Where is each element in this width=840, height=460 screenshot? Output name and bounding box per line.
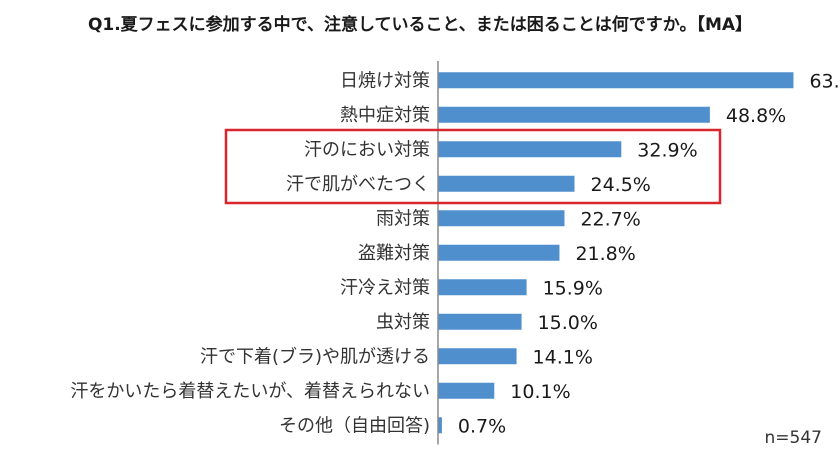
value-label: 15.9% <box>543 277 603 299</box>
value-label: 21.8% <box>575 243 635 265</box>
bar <box>438 106 710 123</box>
value-label: 24.5% <box>591 174 651 196</box>
value-label: 32.9% <box>637 139 697 161</box>
category-label: 汗のにおい対策 <box>304 139 430 160</box>
bar <box>438 175 575 192</box>
value-labels: 63.8% 48.8% 32.9% 24.5% 22.7% 21.8% 15.9% 15.0%… <box>458 70 840 437</box>
value-label: 14.1% <box>533 346 593 368</box>
category-labels: 日焼け対策熱中症対策汗のにおい対策汗で肌がべたつく雨対策盗難対策汗冷え対策虫対策… <box>70 70 430 436</box>
value-label: 10.1% <box>510 381 570 403</box>
value-label: 63.8% <box>809 70 840 92</box>
category-label: 盗難対策 <box>358 243 430 264</box>
category-label: 汗で肌がべたつく <box>286 174 430 195</box>
bar <box>438 348 517 365</box>
value-label: 0.7% <box>458 415 506 437</box>
category-label: 汗冷え対策 <box>340 277 430 298</box>
category-label: その他（自由回答) <box>279 415 430 436</box>
bar <box>438 382 495 399</box>
bars <box>438 72 794 434</box>
category-label: 虫対策 <box>376 312 430 333</box>
bar <box>438 210 565 227</box>
bar <box>438 417 442 434</box>
bar <box>438 72 794 89</box>
bar <box>438 313 522 330</box>
chart-title: Q1.夏フェスに参加する中で、注意していること、または困ることは何ですか。【MA… <box>87 15 753 35</box>
value-label: 22.7% <box>580 208 640 230</box>
category-label: 汗をかいたら着替えたいが、着替えられない <box>70 381 430 402</box>
category-label: 熱中症対策 <box>340 105 430 126</box>
category-label: 日焼け対策 <box>340 70 430 91</box>
category-label: 雨対策 <box>376 208 430 229</box>
bar <box>438 279 527 296</box>
sample-size: n=547 <box>764 428 822 448</box>
value-label: 15.0% <box>538 312 598 334</box>
bar <box>438 141 622 158</box>
category-label: 汗で下着(ブラ)や肌が透ける <box>200 345 430 367</box>
highlight-box <box>224 128 722 205</box>
value-label: 48.8% <box>726 105 786 127</box>
bar <box>438 244 560 261</box>
